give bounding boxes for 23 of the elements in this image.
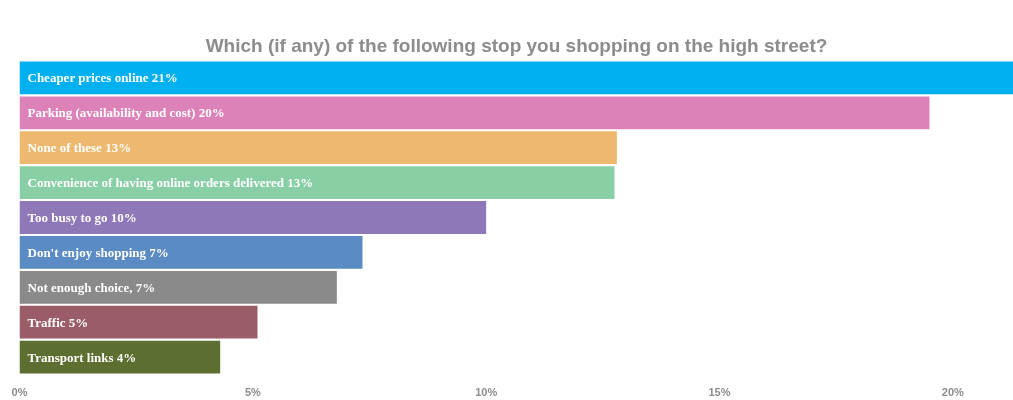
y-tick-label: Transport links 4% [27,349,137,365]
y-tick-label: Don't enjoy shopping 7% [27,244,169,260]
bar [19,201,487,234]
bar [19,61,1013,95]
x-tick-label: 5% [244,385,261,398]
bar [19,235,363,269]
y-tick-label: Parking (availability and cost) 20% [27,105,225,121]
chart-title: Which (if any) of the following stop you shopping on the high street? [205,34,828,56]
x-tick-label: 0% [11,385,28,398]
y-tick-label: None of these 13% [27,140,132,156]
x-tick-label: 20% [941,385,965,398]
bar [19,131,617,165]
bar [19,166,615,200]
y-tick-label: Cheaper prices online 21% [27,70,178,86]
x-tick-label: 10% [475,385,498,398]
bar [19,305,258,339]
x-tick-label: 15% [708,385,731,398]
y-tick-label: Too busy to go 10% [27,210,137,225]
bar [19,96,930,130]
bar [19,270,337,304]
y-tick-label: Traffic 5% [27,314,89,330]
y-tick-label: Convenience of having online orders delivered 13% [27,175,314,191]
y-tick-label: Not enough choice, 7% [27,279,156,295]
